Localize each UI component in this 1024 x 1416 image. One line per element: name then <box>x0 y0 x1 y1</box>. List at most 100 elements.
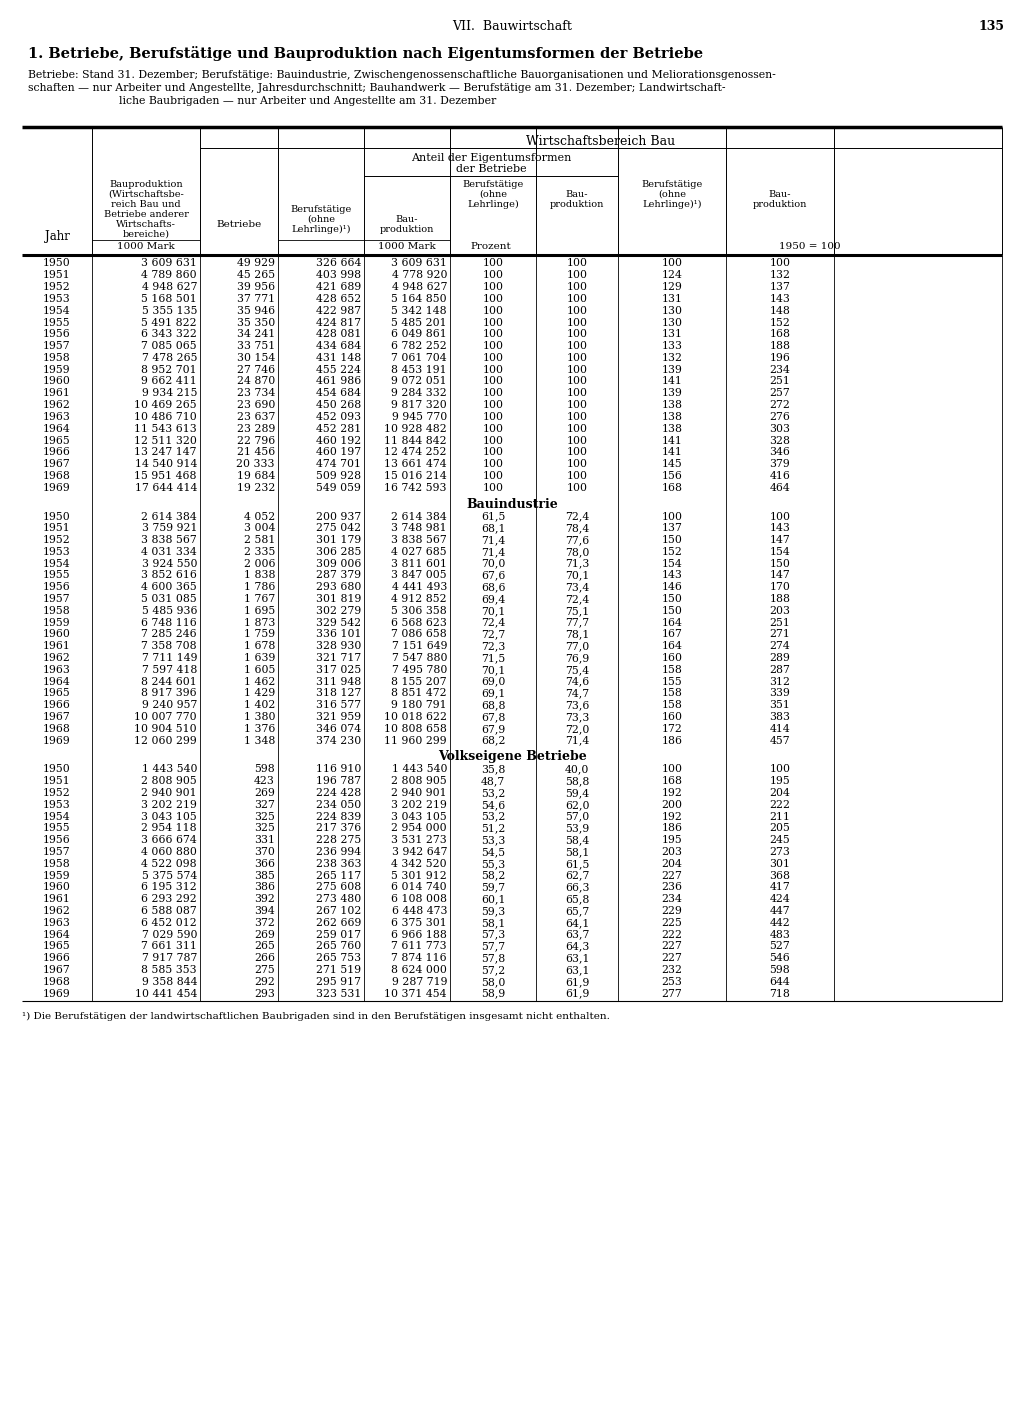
Text: 62,0: 62,0 <box>565 800 589 810</box>
Text: 54,5: 54,5 <box>481 847 505 857</box>
Text: 172: 172 <box>662 724 682 733</box>
Text: produktion: produktion <box>380 225 434 234</box>
Text: 386: 386 <box>254 882 275 892</box>
Text: 1950: 1950 <box>43 765 71 775</box>
Text: 4 778 920: 4 778 920 <box>391 270 447 280</box>
Text: 7 711 149: 7 711 149 <box>141 653 197 663</box>
Text: 6 448 473: 6 448 473 <box>391 906 447 916</box>
Text: 3 811 601: 3 811 601 <box>391 559 447 569</box>
Text: Betriebe: Stand 31. Dezember; Berufstätige: Bauindustrie, Zwischengenossenschaft: Betriebe: Stand 31. Dezember; Berufstäti… <box>28 69 776 79</box>
Text: 2 335: 2 335 <box>244 547 275 556</box>
Text: 100: 100 <box>482 423 504 433</box>
Text: 274: 274 <box>770 641 791 651</box>
Text: 74,6: 74,6 <box>565 677 589 687</box>
Text: 170: 170 <box>770 582 791 592</box>
Text: 339: 339 <box>770 688 791 698</box>
Text: 12 511 320: 12 511 320 <box>134 436 197 446</box>
Text: 195: 195 <box>662 835 682 845</box>
Text: 1962: 1962 <box>43 653 71 663</box>
Text: 394: 394 <box>254 906 275 916</box>
Text: 71,3: 71,3 <box>565 559 589 569</box>
Text: 10 441 454: 10 441 454 <box>134 988 197 998</box>
Text: 1951: 1951 <box>43 524 71 534</box>
Text: 138: 138 <box>662 423 683 433</box>
Text: 422 987: 422 987 <box>315 306 361 316</box>
Text: 152: 152 <box>662 547 682 556</box>
Text: 5 491 822: 5 491 822 <box>141 317 197 327</box>
Text: 1964: 1964 <box>43 930 71 940</box>
Text: 273 480: 273 480 <box>315 895 361 905</box>
Text: schaften — nur Arbeiter und Angestellte, Jahresdurchschnitt; Bauhandwerk — Beruf: schaften — nur Arbeiter und Angestellte,… <box>28 84 725 93</box>
Text: 168: 168 <box>769 330 791 340</box>
Text: 7 085 065: 7 085 065 <box>141 341 197 351</box>
Text: 152: 152 <box>770 317 791 327</box>
Text: liche Baubrigaden — nur Arbeiter und Angestellte am 31. Dezember: liche Baubrigaden — nur Arbeiter und Ang… <box>28 96 497 106</box>
Text: 150: 150 <box>662 535 682 545</box>
Text: 275: 275 <box>254 966 275 976</box>
Text: 450 268: 450 268 <box>315 401 361 411</box>
Text: 1959: 1959 <box>43 617 71 627</box>
Text: 1963: 1963 <box>43 918 71 927</box>
Text: 100: 100 <box>566 365 588 375</box>
Text: 7 495 780: 7 495 780 <box>391 666 447 675</box>
Text: 1968: 1968 <box>43 977 71 987</box>
Text: 318 127: 318 127 <box>315 688 361 698</box>
Text: 15 951 468: 15 951 468 <box>134 472 197 481</box>
Text: 70,0: 70,0 <box>481 559 505 569</box>
Text: 205: 205 <box>770 824 791 834</box>
Text: Bauindustrie: Bauindustrie <box>466 497 558 511</box>
Text: 69,4: 69,4 <box>481 595 505 605</box>
Text: 1957: 1957 <box>43 847 71 857</box>
Text: 1000 Mark: 1000 Mark <box>378 242 436 251</box>
Text: 234: 234 <box>662 895 682 905</box>
Text: 100: 100 <box>482 330 504 340</box>
Text: Lehrlinge)¹): Lehrlinge)¹) <box>642 200 701 210</box>
Text: 1 429: 1 429 <box>244 688 275 698</box>
Text: 434 684: 434 684 <box>315 341 361 351</box>
Text: 100: 100 <box>662 511 683 521</box>
Text: 53,9: 53,9 <box>565 824 589 834</box>
Text: 168: 168 <box>662 483 683 493</box>
Text: 7 029 590: 7 029 590 <box>141 930 197 940</box>
Text: 1967: 1967 <box>43 712 71 722</box>
Text: 272: 272 <box>770 401 791 411</box>
Text: Bau-: Bau- <box>769 190 792 200</box>
Text: 51,2: 51,2 <box>481 824 505 834</box>
Text: 130: 130 <box>662 317 683 327</box>
Text: 192: 192 <box>662 811 682 821</box>
Text: 8 453 191: 8 453 191 <box>391 365 447 375</box>
Text: 35 946: 35 946 <box>237 306 275 316</box>
Text: 27 746: 27 746 <box>237 365 275 375</box>
Text: 527: 527 <box>770 942 791 952</box>
Text: 1961: 1961 <box>43 641 71 651</box>
Text: 100: 100 <box>566 447 588 457</box>
Text: 154: 154 <box>770 547 791 556</box>
Text: 271: 271 <box>770 630 791 640</box>
Text: 234 050: 234 050 <box>315 800 361 810</box>
Text: reich Bau und: reich Bau und <box>112 200 181 210</box>
Text: 1968: 1968 <box>43 724 71 733</box>
Text: 58,0: 58,0 <box>481 977 505 987</box>
Text: 67,6: 67,6 <box>481 571 505 581</box>
Text: 331: 331 <box>254 835 275 845</box>
Text: 61,5: 61,5 <box>481 511 505 521</box>
Text: Prozent: Prozent <box>471 242 511 251</box>
Text: 644: 644 <box>770 977 791 987</box>
Text: 139: 139 <box>662 365 682 375</box>
Text: 59,4: 59,4 <box>565 789 589 799</box>
Text: 71,4: 71,4 <box>481 535 505 545</box>
Text: 8 952 701: 8 952 701 <box>141 365 197 375</box>
Text: 222: 222 <box>769 800 791 810</box>
Text: 11 543 613: 11 543 613 <box>134 423 197 433</box>
Text: 72,4: 72,4 <box>565 595 589 605</box>
Text: 100: 100 <box>566 472 588 481</box>
Text: 368: 368 <box>769 871 791 881</box>
Text: 154: 154 <box>662 559 682 569</box>
Text: 77,6: 77,6 <box>565 535 589 545</box>
Text: 1955: 1955 <box>43 317 71 327</box>
Text: 327: 327 <box>254 800 275 810</box>
Text: 302 279: 302 279 <box>315 606 361 616</box>
Text: 236 994: 236 994 <box>315 847 361 857</box>
Text: 1955: 1955 <box>43 571 71 581</box>
Text: 7 917 787: 7 917 787 <box>141 953 197 963</box>
